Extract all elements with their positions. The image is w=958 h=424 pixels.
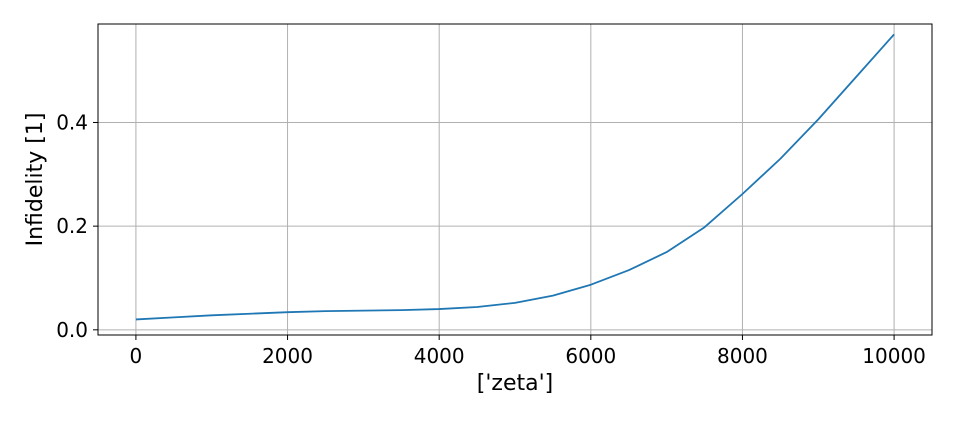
x-axis-ticks: 0 2000 4000 6000 8000 10000 [130,335,926,368]
x-axis-label: ['zeta'] [477,371,553,396]
x-tick-label: 10000 [862,344,926,368]
y-tick-label: 0.4 [56,110,88,134]
y-axis-label: Infidelity [1] [23,113,48,247]
x-tick-label: 2000 [262,344,313,368]
series-line-0 [135,33,895,321]
x-tick-label: 6000 [565,344,616,368]
grid-lines [98,24,932,335]
series-layer [135,33,895,321]
y-axis-ticks: 0.0 0.2 0.4 [56,110,98,342]
x-tick-label: 8000 [717,344,768,368]
x-tick-label: 4000 [414,344,465,368]
plot-frame [97,23,933,336]
y-tick-label: 0.2 [56,214,88,238]
y-tick-label: 0.0 [56,318,88,342]
x-tick-label: 0 [130,344,143,368]
